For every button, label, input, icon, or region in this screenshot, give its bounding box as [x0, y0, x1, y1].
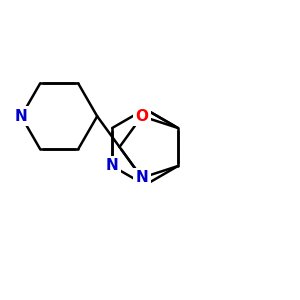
Text: N: N [106, 158, 118, 173]
Text: O: O [135, 109, 148, 124]
Text: N: N [136, 170, 148, 185]
Text: N: N [15, 109, 28, 124]
